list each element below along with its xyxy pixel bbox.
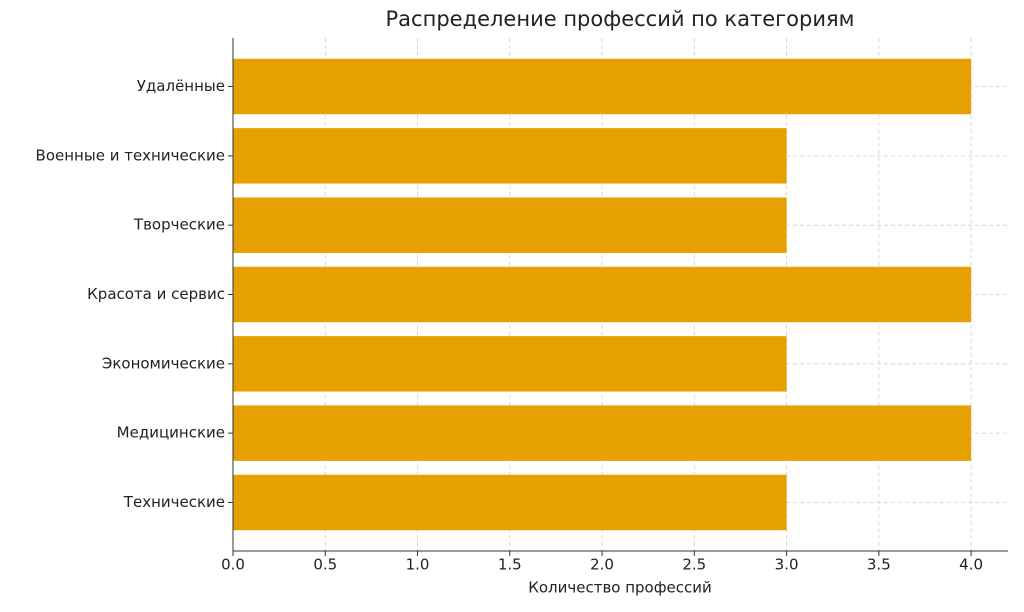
y-tick-label: Творческие [133,216,225,234]
bar [233,266,972,323]
x-tick-label: 4.0 [959,556,983,574]
y-tick-label: Экономические [102,354,225,372]
x-tick-label: 1.5 [498,556,522,574]
chart-title: Распределение профессий по категориям [386,7,855,31]
y-tick-label: Медицинские [117,424,225,442]
x-tick-label: 0.5 [313,556,337,574]
x-axis-label: Количество профессий [528,579,712,597]
x-tick-label: 1.0 [406,556,430,574]
x-tick-label: 3.0 [775,556,799,574]
bar [233,58,972,115]
y-tick-label: Военные и технические [36,146,225,164]
bar [233,128,787,184]
bar [233,405,972,461]
y-tick-label: Удалённые [137,77,225,95]
bar [233,197,787,253]
bar [233,474,787,531]
x-tick-label: 3.5 [867,556,891,574]
y-tick-label: Красота и сервис [87,285,225,303]
x-tick-label: 2.5 [682,556,706,574]
bar [233,336,787,392]
x-tick-label: 2.0 [590,556,614,574]
x-tick-label: 0.0 [221,556,245,574]
y-tick-label: Технические [123,493,225,511]
